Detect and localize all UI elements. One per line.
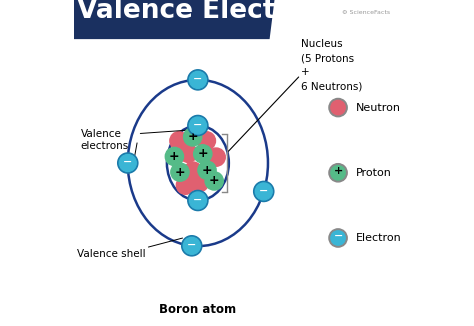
Circle shape [171, 163, 189, 181]
Circle shape [255, 183, 272, 200]
Circle shape [190, 117, 206, 134]
Text: +: + [333, 166, 343, 176]
Circle shape [329, 164, 347, 182]
Circle shape [176, 176, 195, 194]
Circle shape [188, 190, 208, 211]
Circle shape [205, 172, 223, 190]
Circle shape [179, 144, 197, 162]
Circle shape [331, 231, 345, 245]
Text: −: − [187, 240, 196, 250]
Text: Nucleus
(5 Protons
+
6 Neutrons): Nucleus (5 Protons + 6 Neutrons) [301, 39, 362, 91]
Circle shape [207, 148, 225, 166]
Circle shape [331, 100, 345, 115]
Text: −: − [123, 157, 132, 167]
Circle shape [331, 166, 345, 180]
Text: Boron atom: Boron atom [159, 303, 237, 316]
Text: Valence Electrons: Valence Electrons [77, 0, 341, 24]
Circle shape [190, 71, 206, 88]
Circle shape [254, 181, 274, 201]
Circle shape [183, 237, 200, 254]
Text: Valence
electrons: Valence electrons [81, 129, 129, 151]
Circle shape [190, 192, 206, 209]
Text: Proton: Proton [356, 168, 392, 178]
Circle shape [197, 132, 216, 150]
Text: +: + [169, 150, 180, 163]
Text: −: − [193, 74, 202, 84]
Text: Electron: Electron [356, 233, 402, 243]
Circle shape [188, 70, 208, 90]
Circle shape [188, 115, 208, 136]
Text: +: + [187, 130, 198, 143]
Text: Neutron: Neutron [356, 103, 401, 112]
Text: −: − [193, 195, 202, 205]
Circle shape [184, 162, 202, 180]
Circle shape [119, 155, 136, 171]
Circle shape [198, 161, 216, 179]
Circle shape [165, 147, 183, 166]
Circle shape [329, 229, 347, 247]
Text: −: − [333, 231, 343, 241]
Circle shape [329, 98, 347, 117]
Text: −: − [193, 120, 202, 130]
Circle shape [183, 128, 202, 146]
Text: ⚙ ScienceFacts: ⚙ ScienceFacts [342, 10, 390, 15]
Text: +: + [198, 147, 208, 160]
Circle shape [194, 145, 212, 163]
Text: +: + [202, 164, 212, 177]
Polygon shape [74, 0, 274, 39]
Text: Valence shell: Valence shell [77, 249, 146, 259]
Circle shape [170, 132, 188, 150]
Circle shape [118, 153, 138, 173]
Circle shape [182, 236, 202, 256]
Circle shape [191, 173, 209, 192]
Text: −: − [259, 186, 268, 196]
Text: +: + [209, 174, 219, 187]
Text: +: + [174, 166, 185, 179]
